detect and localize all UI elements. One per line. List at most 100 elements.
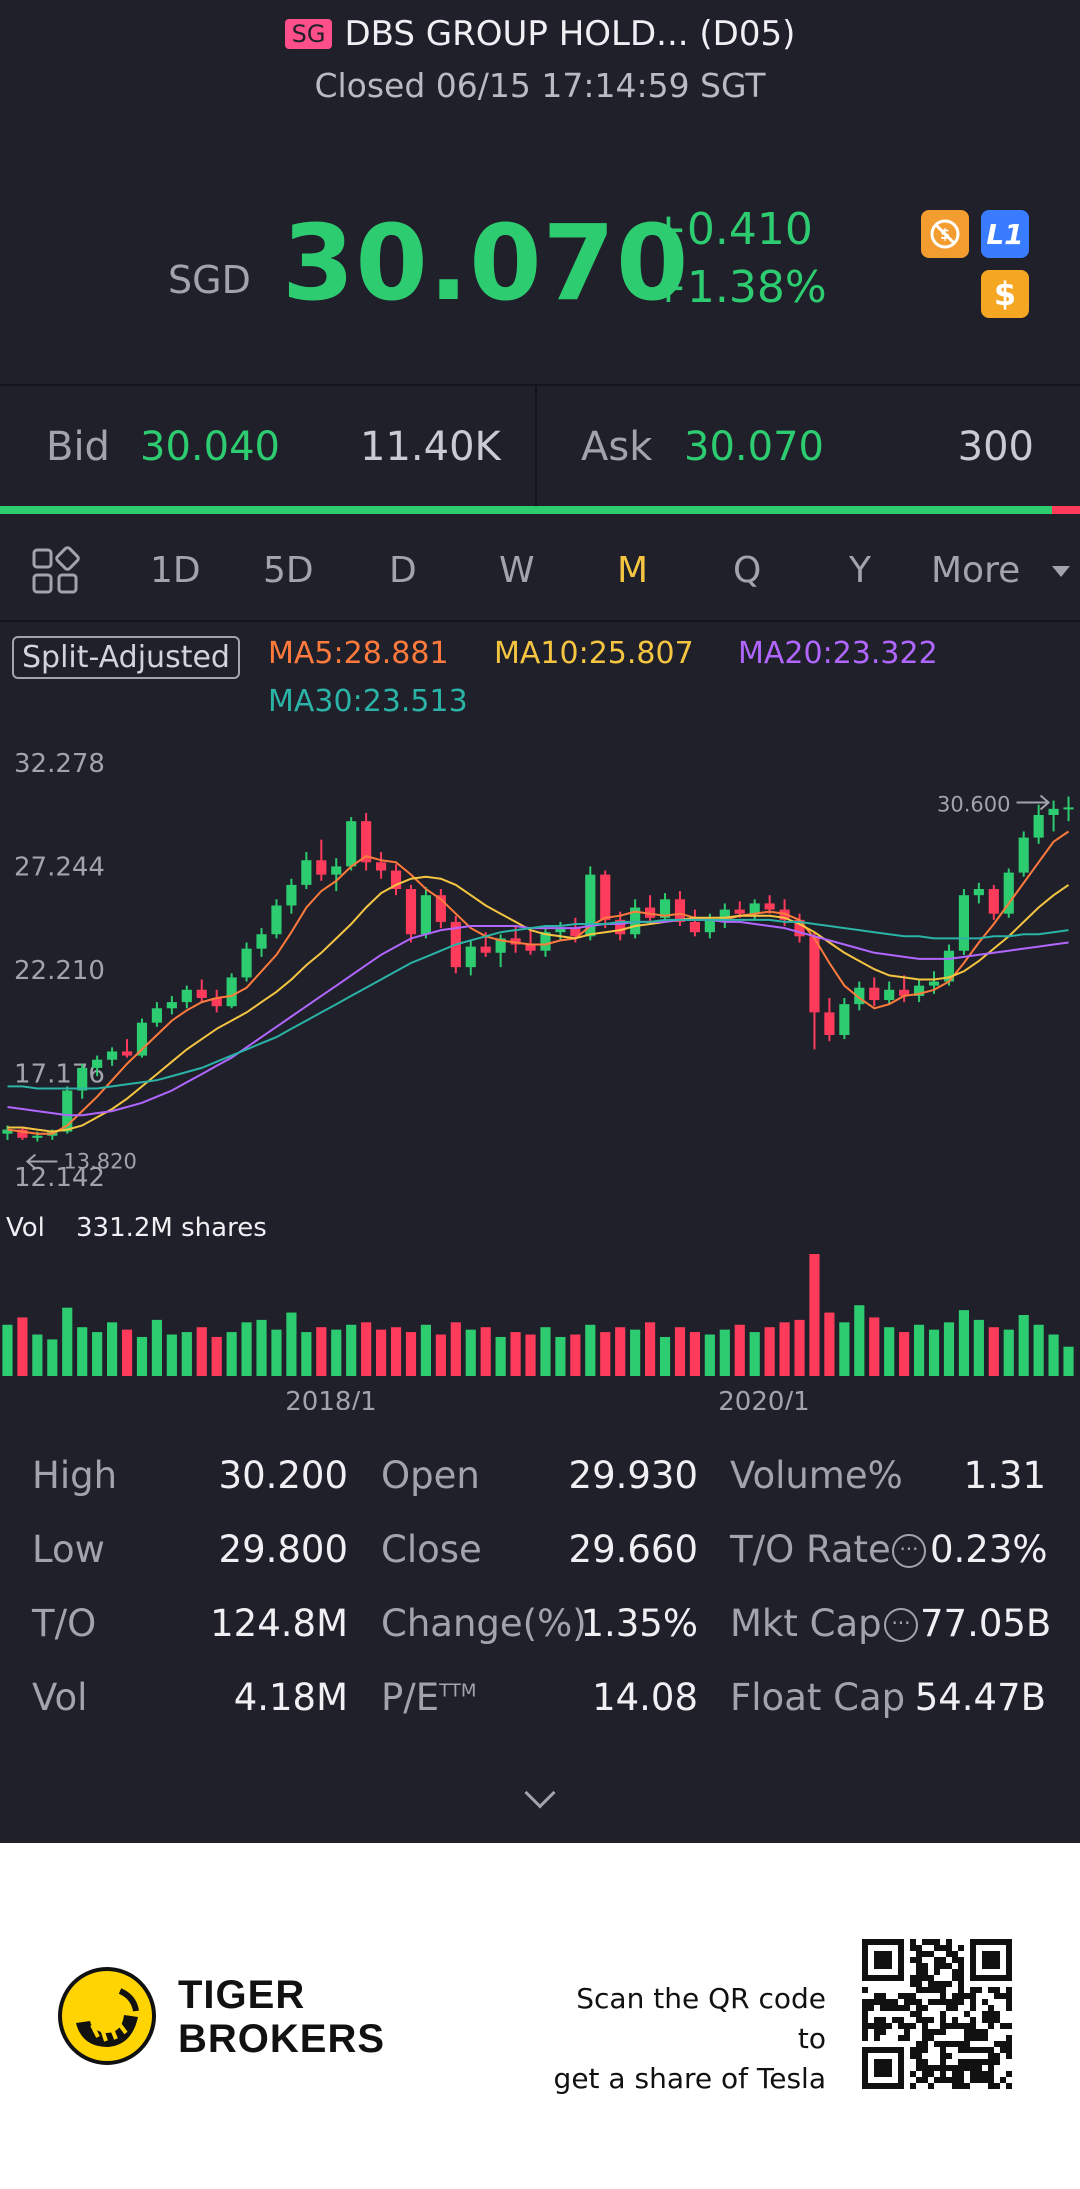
qr-module <box>880 2029 886 2035</box>
volume-bar <box>1063 1346 1074 1376</box>
qr-module <box>1006 2041 1012 2047</box>
dollar-icon[interactable]: $ <box>981 270 1029 318</box>
candle-body <box>211 997 222 1007</box>
qr-module <box>958 2059 964 2065</box>
volume-bar <box>435 1334 446 1376</box>
qr-module <box>916 1999 922 2005</box>
qr-module <box>958 1957 964 1963</box>
qr-module <box>940 2071 946 2077</box>
expand-chevron-icon[interactable] <box>524 1777 556 1809</box>
brand-line-1: TIGER <box>178 1973 306 2017</box>
qr-module <box>952 2041 958 2047</box>
qr-module <box>970 1993 976 1999</box>
candle-body <box>914 985 925 996</box>
no-short-icon[interactable]: $ <box>921 210 969 258</box>
qr-module <box>982 2011 988 2017</box>
volume-bar <box>734 1324 745 1376</box>
qr-module <box>982 1999 988 2005</box>
stat-value-volume-pct: 1.31 <box>963 1454 1046 1497</box>
more-info-icon[interactable]: ··· <box>892 1534 926 1568</box>
tab-m[interactable]: M <box>617 550 649 591</box>
volume-bar <box>689 1332 700 1376</box>
volume-bar <box>136 1336 148 1376</box>
qr-module <box>988 2053 994 2059</box>
qr-module <box>868 1999 874 2005</box>
tab-more[interactable]: More <box>931 550 1021 591</box>
tab-y[interactable]: Y <box>849 550 871 591</box>
stat-value-float-cap: 54.47B <box>914 1676 1046 1719</box>
qr-code[interactable] <box>862 1939 1012 2089</box>
qr-module <box>922 2035 928 2041</box>
qr-module <box>922 2017 928 2023</box>
candle-body <box>749 903 760 914</box>
tab-5d[interactable]: 5D <box>263 550 314 591</box>
period-tabs: 1D 5D D W M Q Y More <box>0 530 1080 610</box>
volume-bar <box>121 1329 133 1376</box>
stat-value-high: 30.200 <box>218 1454 348 1497</box>
min-price-label: 13.820 <box>63 1150 136 1174</box>
qr-module <box>934 1987 940 1993</box>
bid-ask-panel[interactable]: Bid 30.040 11.40K Ask 30.070 300 <box>0 386 1080 506</box>
volume-bar <box>420 1324 431 1376</box>
tab-1d[interactable]: 1D <box>150 550 201 591</box>
y-tick-label: 17.176 <box>14 1060 105 1090</box>
qr-module <box>874 2017 880 2023</box>
candle-body <box>928 981 940 986</box>
tab-q[interactable]: Q <box>733 550 762 591</box>
volume-bar <box>181 1332 192 1376</box>
tab-w[interactable]: W <box>499 550 535 591</box>
volume-bar <box>62 1307 73 1376</box>
volume-bar <box>645 1322 656 1376</box>
volume-bar <box>555 1336 566 1376</box>
ma20-line <box>7 918 1069 1117</box>
qr-module <box>988 2011 994 2017</box>
tab-d[interactable]: D <box>389 550 417 591</box>
qr-module <box>964 2083 970 2089</box>
chevron-down-icon[interactable] <box>1052 566 1070 577</box>
candle-body <box>107 1051 118 1060</box>
title-row[interactable]: SG DBS GROUP HOLD... (D05) <box>0 14 1080 54</box>
volume-bar <box>630 1329 641 1376</box>
more-info-icon[interactable]: ··· <box>884 1608 918 1642</box>
qr-module <box>994 2053 1000 2059</box>
qr-module <box>862 2011 868 2017</box>
qr-module <box>916 2017 922 2023</box>
candle-body <box>809 936 820 1013</box>
qr-module <box>934 1945 940 1951</box>
candle-body <box>1048 808 1059 816</box>
candle-body <box>958 895 969 951</box>
qr-module <box>1006 1987 1012 1993</box>
qr-module <box>988 2083 994 2089</box>
kline-chart[interactable]: 32.278 27.244 22.210 17.176 12.142 30.600 13.8… <box>0 740 1080 1410</box>
volume-bar <box>17 1317 28 1376</box>
qr-module <box>952 2065 958 2071</box>
qr-module <box>940 1981 946 1987</box>
qr-module <box>928 1987 934 1993</box>
qr-module <box>964 2023 970 2029</box>
stat-value-turnover-rate: 0.23% <box>930 1528 1048 1571</box>
level1-icon[interactable]: L1 <box>981 210 1029 258</box>
candle-body <box>540 932 551 951</box>
split-adjusted-toggle[interactable]: Split-Adjusted <box>12 636 240 679</box>
qr-module <box>910 2047 916 2053</box>
qr-module <box>916 1957 922 1963</box>
stat-value-close: 29.660 <box>568 1528 698 1571</box>
qr-module <box>898 2017 904 2023</box>
qr-module <box>922 1987 928 1993</box>
qr-module <box>874 2029 880 2035</box>
chart-layout-icon[interactable] <box>30 546 80 596</box>
qr-module <box>1006 2035 1012 2041</box>
candle-body <box>32 1135 43 1138</box>
qr-module <box>910 1999 916 2005</box>
qr-module <box>904 2005 910 2011</box>
kline-chart-svg[interactable]: 32.278 27.244 22.210 17.176 12.142 30.600 13.8… <box>0 740 1080 1410</box>
qr-module <box>958 1969 964 1975</box>
brand-name: TIGER BROKERS <box>178 1973 385 2061</box>
qr-module <box>958 1993 964 1999</box>
qr-module <box>988 2071 994 2077</box>
qr-module <box>1006 2053 1012 2059</box>
qr-module <box>1006 1999 1012 2005</box>
qr-module <box>994 2011 1000 2017</box>
volume-bar <box>674 1327 686 1376</box>
qr-module <box>952 2077 958 2083</box>
